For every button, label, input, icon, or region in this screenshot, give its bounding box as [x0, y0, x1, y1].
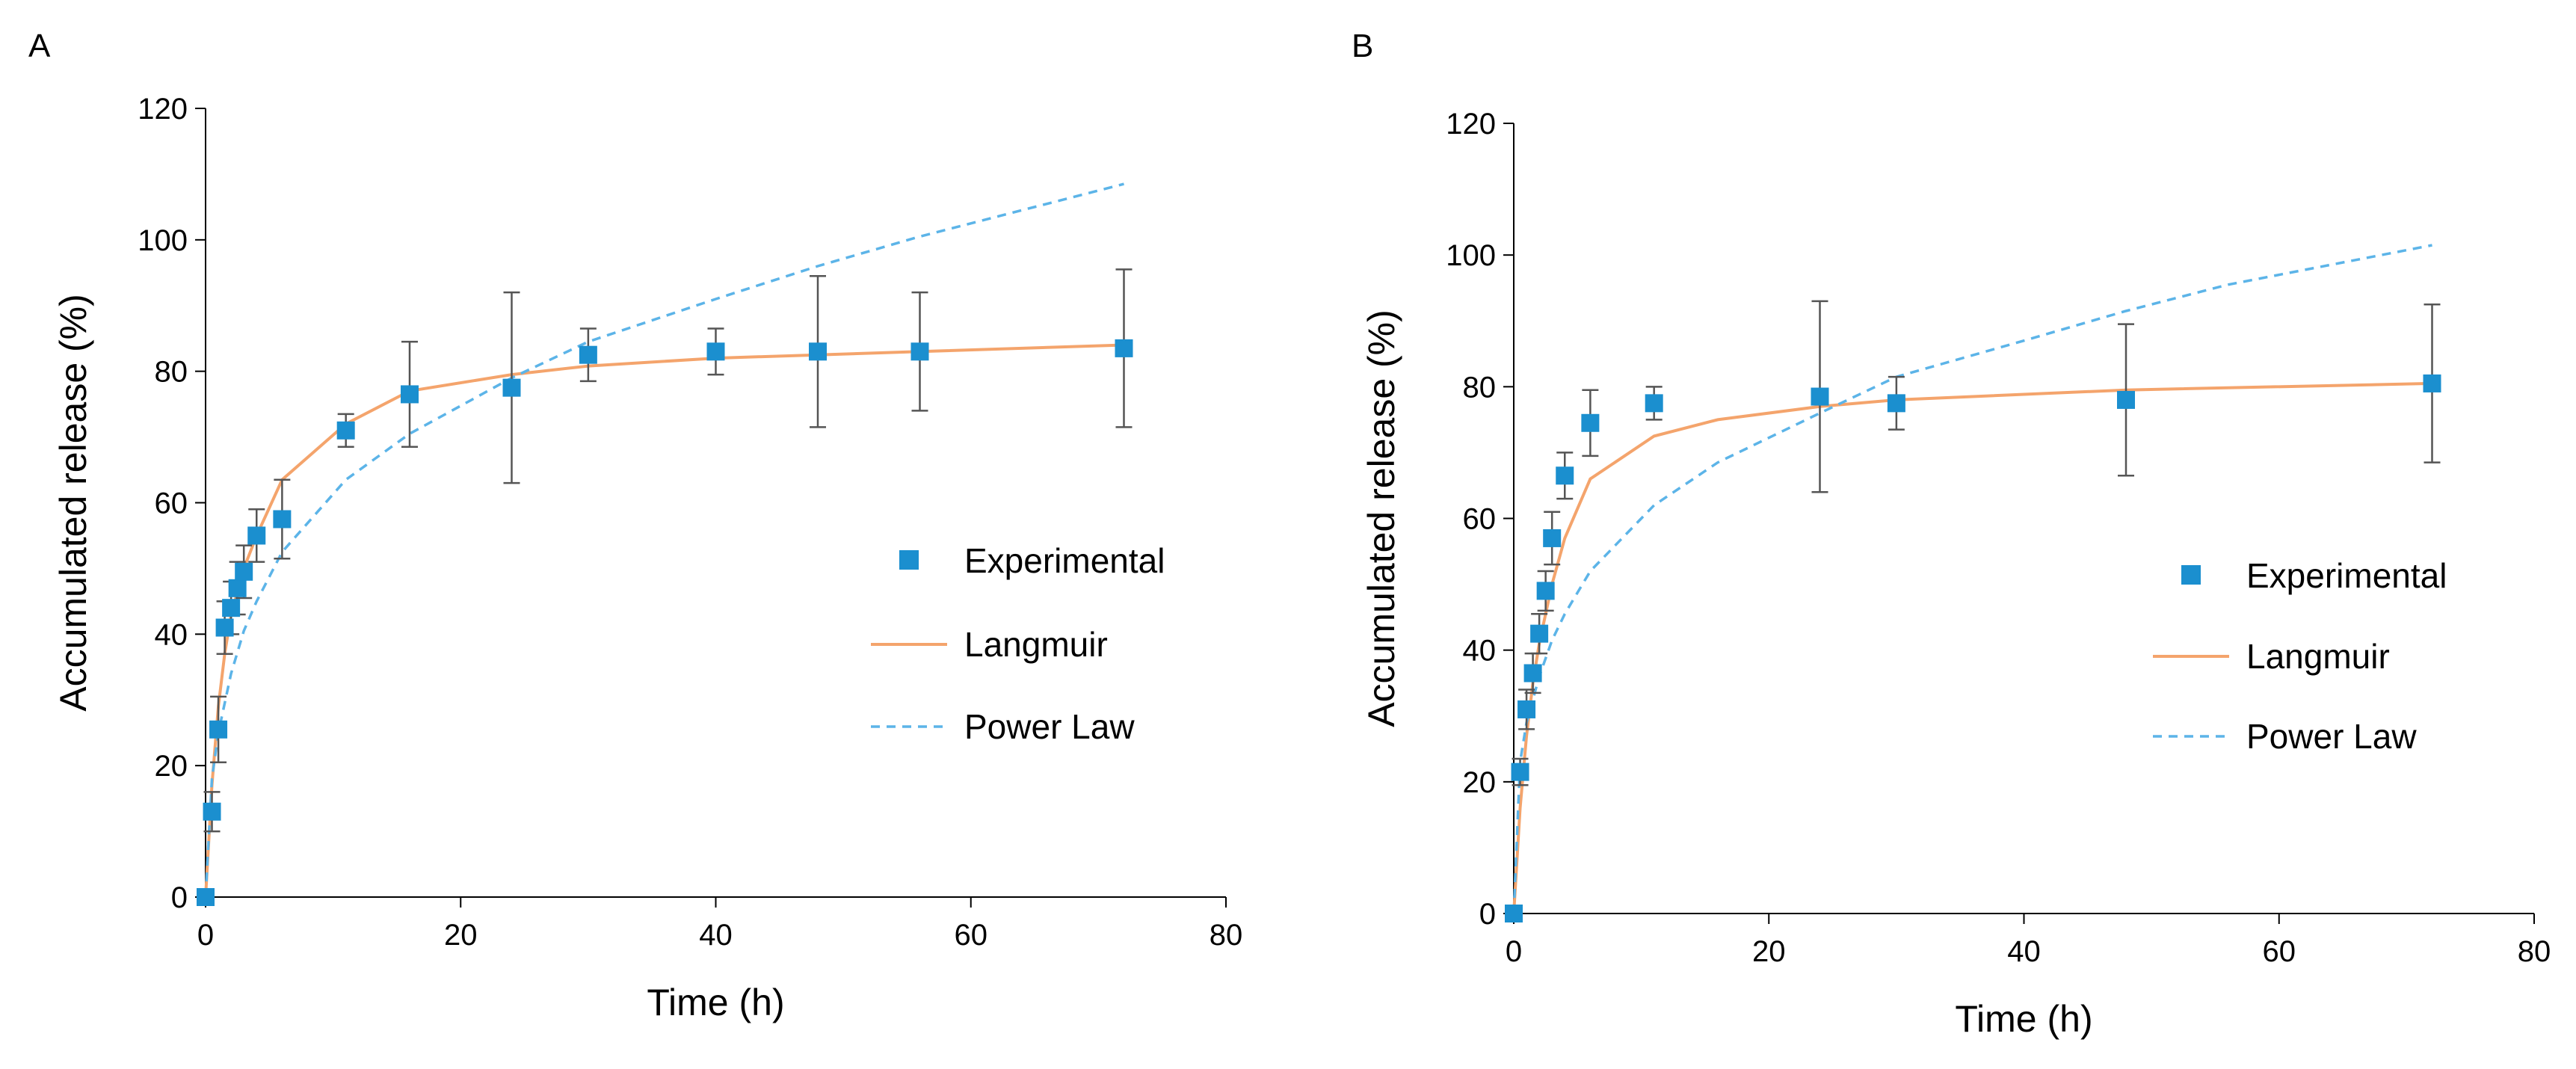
experimental-point: [809, 342, 827, 361]
y-tick-label: 60: [1463, 503, 1497, 536]
experimental-point: [1530, 624, 1549, 643]
experimental-point: [1543, 529, 1562, 547]
experimental-point: [197, 888, 215, 906]
legend: Experimental Langmuir Power Law: [2153, 556, 2447, 756]
experimental-point: [1556, 466, 1574, 485]
y-axis-title: Accumulated release (%): [1361, 309, 1402, 727]
experimental-point: [247, 526, 266, 545]
langmuir-fit-line: [1512, 381, 2432, 914]
panel-label-b: B: [1352, 28, 1373, 64]
experimental-point: [209, 720, 228, 739]
y-tick-label: 0: [171, 881, 188, 914]
experimental-point: [2423, 374, 2441, 392]
experimental-point: [1523, 664, 1542, 683]
legend-label-power-law: Power Law: [2246, 717, 2417, 756]
experimental-point: [579, 345, 597, 364]
experimental-point: [1511, 763, 1529, 781]
experimental-point: [1581, 413, 1600, 432]
x-tick-label: 60: [955, 919, 988, 952]
legend-label-experimental: Experimental: [2246, 556, 2447, 595]
x-tick-label: 0: [197, 919, 214, 952]
experimental-point: [401, 385, 419, 404]
experimental-point: [1645, 394, 1663, 413]
chart-panel-b: B 0 20 40 60 80 100 120 0 20 40 60 80 Accumulated re…: [1352, 28, 2551, 1040]
experimental-point: [1505, 905, 1523, 922]
y-tick-label: 100: [138, 224, 188, 257]
legend-label-langmuir: Langmuir: [2246, 637, 2390, 676]
experimental-point: [1115, 339, 1133, 357]
experimental-point: [222, 599, 241, 617]
experimental-point: [336, 421, 355, 440]
experimental-point: [1517, 700, 1536, 718]
legend-marker-experimental: [899, 550, 919, 570]
experimental-point: [1887, 394, 1905, 413]
experimental-point: [2117, 390, 2135, 409]
legend: Experimental Langmuir Power Law: [871, 541, 1165, 746]
x-tick-label: 60: [2263, 935, 2296, 968]
y-tick-label: 80: [155, 356, 188, 389]
x-tick-label: 20: [1752, 935, 1786, 968]
y-tick-label: 0: [1479, 898, 1496, 931]
experimental-point: [273, 510, 292, 529]
y-tick-label: 20: [155, 750, 188, 783]
x-tick-label: 20: [444, 919, 478, 952]
experimental-point: [502, 378, 521, 397]
y-tick-label: 40: [1463, 635, 1497, 668]
experimental-point: [1536, 582, 1555, 600]
x-tick-label: 0: [1506, 935, 1522, 968]
x-tick-label: 40: [699, 919, 733, 952]
experimental-point: [706, 342, 725, 361]
x-tick-label: 80: [2518, 935, 2551, 968]
legend-label-experimental: Experimental: [964, 541, 1165, 580]
y-tick-label: 20: [1463, 766, 1497, 799]
y-tick-label: 60: [155, 487, 188, 520]
x-tick-label: 80: [1210, 919, 1243, 952]
x-axis-title: Time (h): [1955, 998, 2092, 1040]
y-tick-label: 80: [1463, 371, 1497, 404]
x-axis-title: Time (h): [647, 982, 784, 1023]
y-tick-label: 120: [1446, 108, 1496, 141]
legend-label-power-law: Power Law: [964, 707, 1135, 746]
experimental-point: [228, 579, 247, 597]
experimental-point: [215, 618, 234, 637]
y-axis-title: Accumulated release (%): [52, 294, 94, 712]
y-tick-label: 40: [155, 618, 188, 651]
legend-label-langmuir: Langmuir: [964, 625, 1108, 664]
experimental-point: [910, 342, 929, 361]
langmuir-fit-line: [204, 343, 1124, 898]
chart-panel-a: A 0 20 40 60 80 100 120 0 20 40 60 80 Accumulated re…: [28, 28, 1242, 1023]
experimental-point: [1811, 387, 1829, 406]
y-tick-label: 100: [1446, 239, 1496, 272]
y-tick-label: 120: [138, 93, 188, 126]
x-tick-label: 40: [2007, 935, 2041, 968]
experimental-point: [203, 802, 221, 821]
experimental-point: [235, 562, 253, 581]
panel-label-a: A: [28, 28, 51, 64]
legend-marker-experimental: [2181, 565, 2201, 585]
